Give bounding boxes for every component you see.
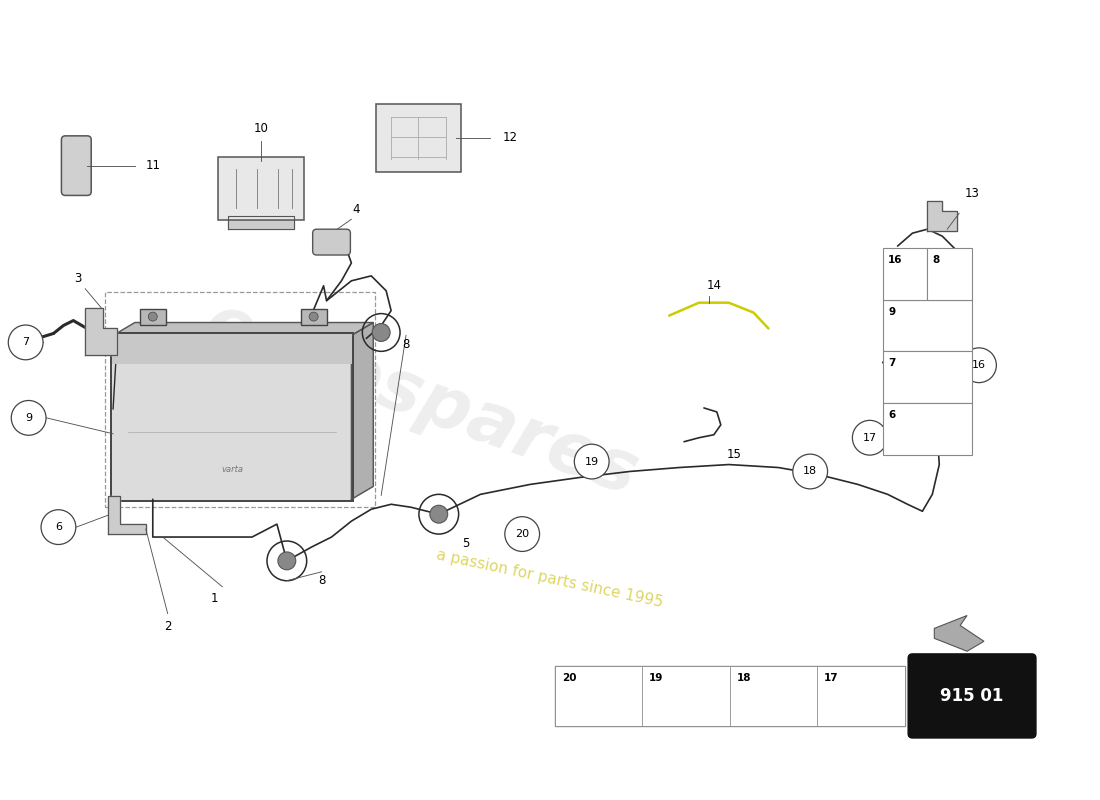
Text: 8: 8 (318, 574, 326, 587)
Polygon shape (934, 615, 984, 651)
Text: 14: 14 (706, 279, 722, 292)
FancyBboxPatch shape (927, 248, 972, 300)
Text: 8: 8 (933, 255, 939, 265)
Text: varta: varta (221, 466, 243, 474)
Circle shape (505, 517, 540, 551)
Circle shape (852, 420, 887, 455)
Circle shape (41, 510, 76, 545)
Text: 15: 15 (726, 448, 741, 461)
Text: 17: 17 (824, 673, 838, 683)
Text: 11: 11 (145, 159, 161, 172)
FancyBboxPatch shape (556, 666, 642, 726)
Text: 13: 13 (965, 187, 979, 200)
FancyBboxPatch shape (882, 300, 972, 351)
Text: 9: 9 (889, 306, 895, 317)
Text: 6: 6 (889, 410, 895, 420)
Text: a passion for parts since 1995: a passion for parts since 1995 (436, 547, 664, 610)
Text: 16: 16 (888, 255, 902, 265)
FancyBboxPatch shape (817, 666, 904, 726)
Text: 20: 20 (562, 673, 576, 683)
Polygon shape (927, 202, 957, 231)
Polygon shape (229, 216, 294, 229)
Text: 18: 18 (803, 466, 817, 477)
Circle shape (793, 454, 827, 489)
Text: 9: 9 (25, 413, 32, 423)
Circle shape (309, 312, 318, 321)
Text: eurospares: eurospares (195, 290, 647, 510)
Circle shape (574, 444, 609, 479)
Circle shape (278, 552, 296, 570)
Text: 12: 12 (503, 131, 518, 144)
FancyBboxPatch shape (300, 309, 327, 325)
Text: 10: 10 (254, 122, 268, 135)
Circle shape (372, 323, 390, 342)
FancyBboxPatch shape (376, 104, 461, 171)
Polygon shape (351, 322, 373, 499)
Polygon shape (86, 308, 117, 355)
FancyBboxPatch shape (312, 229, 351, 255)
Text: 1: 1 (210, 592, 218, 605)
Text: 2: 2 (164, 620, 172, 633)
FancyBboxPatch shape (642, 666, 729, 726)
Circle shape (9, 325, 43, 360)
Text: 20: 20 (515, 529, 529, 539)
FancyBboxPatch shape (882, 248, 927, 300)
FancyBboxPatch shape (218, 157, 304, 220)
Circle shape (11, 401, 46, 435)
FancyBboxPatch shape (112, 334, 352, 364)
Circle shape (148, 312, 157, 321)
FancyBboxPatch shape (882, 403, 972, 454)
FancyBboxPatch shape (140, 309, 166, 325)
FancyBboxPatch shape (882, 351, 972, 403)
Text: 19: 19 (649, 673, 663, 683)
Text: 915 01: 915 01 (940, 687, 1003, 705)
Polygon shape (113, 322, 373, 335)
Text: 3: 3 (75, 272, 82, 286)
FancyBboxPatch shape (556, 666, 904, 726)
Text: 16: 16 (972, 360, 986, 370)
Text: 5: 5 (462, 538, 470, 550)
Text: 7: 7 (22, 338, 30, 347)
FancyBboxPatch shape (62, 136, 91, 195)
FancyBboxPatch shape (111, 334, 353, 502)
Text: 7: 7 (889, 358, 896, 368)
Polygon shape (108, 496, 146, 534)
FancyBboxPatch shape (909, 654, 1035, 738)
Circle shape (430, 506, 448, 523)
Text: 17: 17 (862, 433, 877, 442)
Text: 6: 6 (55, 522, 62, 532)
Text: 4: 4 (353, 203, 360, 216)
Text: 19: 19 (584, 457, 598, 466)
Text: 8: 8 (403, 338, 409, 351)
Circle shape (961, 348, 997, 382)
FancyBboxPatch shape (729, 666, 817, 726)
Text: 18: 18 (737, 673, 751, 683)
